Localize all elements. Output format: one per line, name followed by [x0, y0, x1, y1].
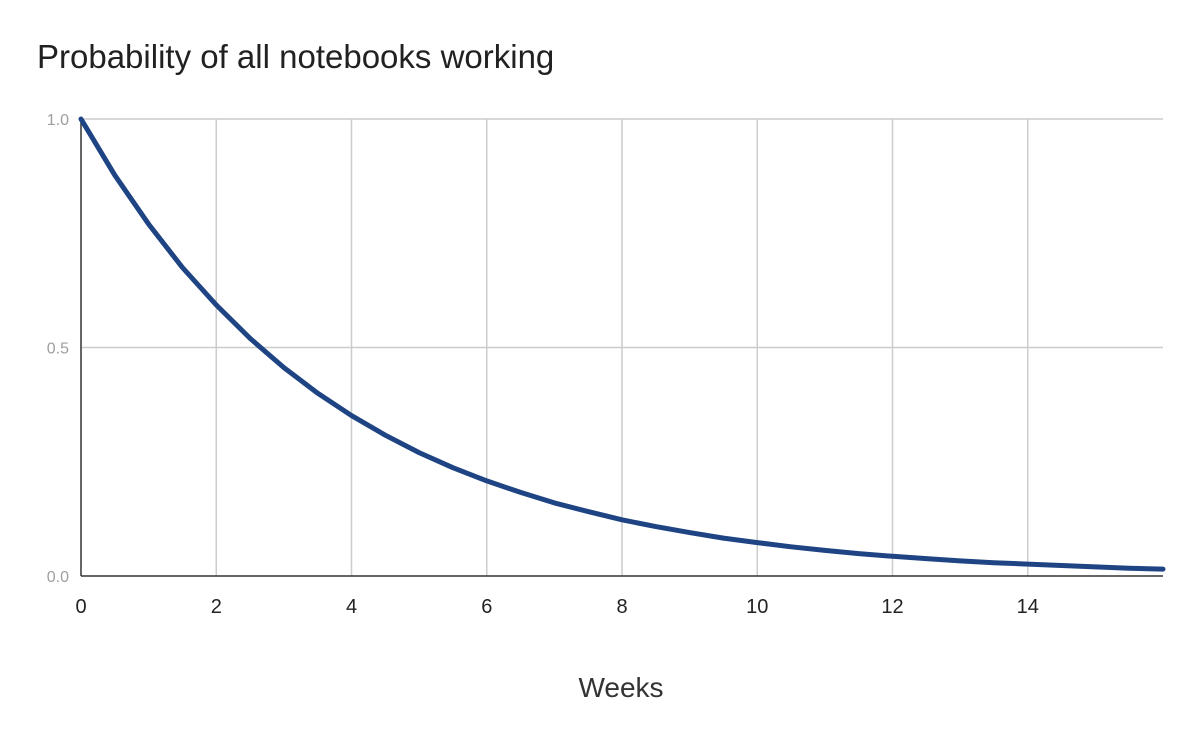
x-tick-label: 8	[616, 596, 627, 618]
x-tick-label: 10	[746, 596, 768, 618]
x-tick-label: 0	[75, 596, 86, 618]
y-tick-label: 1.0	[47, 112, 69, 129]
x-tick-label: 2	[211, 596, 222, 618]
axes	[80, 119, 1163, 577]
grid-lines	[81, 118, 1163, 576]
x-tick-label: 4	[346, 596, 357, 618]
x-tick-label: 14	[1017, 596, 1039, 618]
x-tick-label: 6	[481, 596, 492, 618]
chart-title: Probability of all notebooks working	[37, 38, 555, 75]
series-layer	[78, 116, 1166, 572]
x-tick-label: 12	[881, 596, 903, 618]
tick-labels: 0.0 0.5 1.0 0 2 4 6 8 10 12 14	[47, 112, 1039, 618]
y-tick-label: 0.0	[47, 569, 69, 586]
x-axis-label: Weeks	[578, 672, 663, 703]
y-tick-label: 0.5	[47, 341, 69, 358]
series-line	[78, 116, 1166, 572]
